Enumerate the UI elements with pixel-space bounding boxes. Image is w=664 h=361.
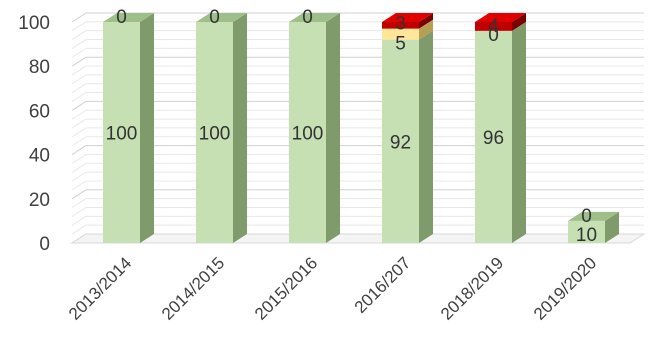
- side-gridline: [72, 146, 86, 155]
- y-tick-label: 20: [29, 190, 50, 211]
- data-label: 100: [292, 124, 324, 145]
- side-gridline: [72, 181, 86, 190]
- side-gridline: [72, 110, 86, 119]
- side-gridline: [72, 199, 86, 208]
- y-tick-label: 100: [18, 13, 50, 34]
- y-axis: 0 20 40 60 80 100: [18, 13, 50, 255]
- data-label: 5: [395, 34, 406, 55]
- side-gridline: [72, 216, 86, 225]
- side-gridline: [72, 190, 86, 199]
- bar-segment-side: [419, 31, 433, 243]
- side-gridline: [72, 101, 86, 110]
- side-gridline: [72, 40, 86, 49]
- chart-floor: [72, 234, 644, 243]
- data-label: 4: [488, 16, 499, 37]
- chart-gridlines: [72, 13, 644, 243]
- data-label: 0: [116, 7, 127, 28]
- side-gridline: [72, 128, 86, 137]
- side-gridline: [72, 225, 86, 234]
- side-gridline: [72, 84, 86, 93]
- side-gridline: [72, 207, 86, 216]
- side-gridline: [72, 57, 86, 66]
- x-category-label: 2016/207: [351, 253, 415, 317]
- data-label: 3: [395, 14, 406, 35]
- data-label: 92: [390, 132, 411, 153]
- x-category-label: 2018/2019: [437, 253, 507, 323]
- side-gridline: [72, 119, 86, 128]
- data-label: 96: [483, 128, 504, 149]
- y-tick-label: 0: [39, 234, 50, 255]
- bar-segment-side: [512, 22, 526, 243]
- data-label: 100: [106, 124, 138, 145]
- side-gridline: [72, 13, 86, 22]
- chart-back-wall: [86, 13, 644, 234]
- data-label: 100: [199, 124, 231, 145]
- side-gridline: [72, 48, 86, 57]
- x-axis: 2013/2014 2014/2015 2015/2016 2016/207 2018/…: [65, 253, 600, 323]
- side-gridline: [72, 66, 86, 75]
- bar-segment-side: [233, 13, 247, 243]
- data-label: 0: [581, 206, 592, 227]
- side-gridline: [72, 93, 86, 102]
- y-tick-label: 40: [29, 146, 50, 167]
- side-gridline: [72, 172, 86, 181]
- x-category-label: 2015/2016: [251, 253, 321, 323]
- data-label: 0: [209, 7, 220, 28]
- side-gridline: [72, 75, 86, 84]
- side-gridline: [72, 154, 86, 163]
- y-tick-label: 60: [29, 101, 50, 122]
- bar-segment-side: [326, 13, 340, 243]
- side-gridline: [72, 22, 86, 31]
- side-gridline: [72, 163, 86, 172]
- x-category-label: 2019/2020: [530, 253, 600, 323]
- x-category-label: 2013/2014: [65, 253, 135, 323]
- data-label: 0: [302, 7, 313, 28]
- side-gridline: [72, 137, 86, 146]
- x-category-label: 2014/2015: [158, 253, 228, 323]
- y-tick-label: 80: [29, 57, 50, 78]
- side-gridline: [72, 31, 86, 40]
- data-label: 10: [576, 225, 597, 246]
- bar-segment-side: [140, 13, 154, 243]
